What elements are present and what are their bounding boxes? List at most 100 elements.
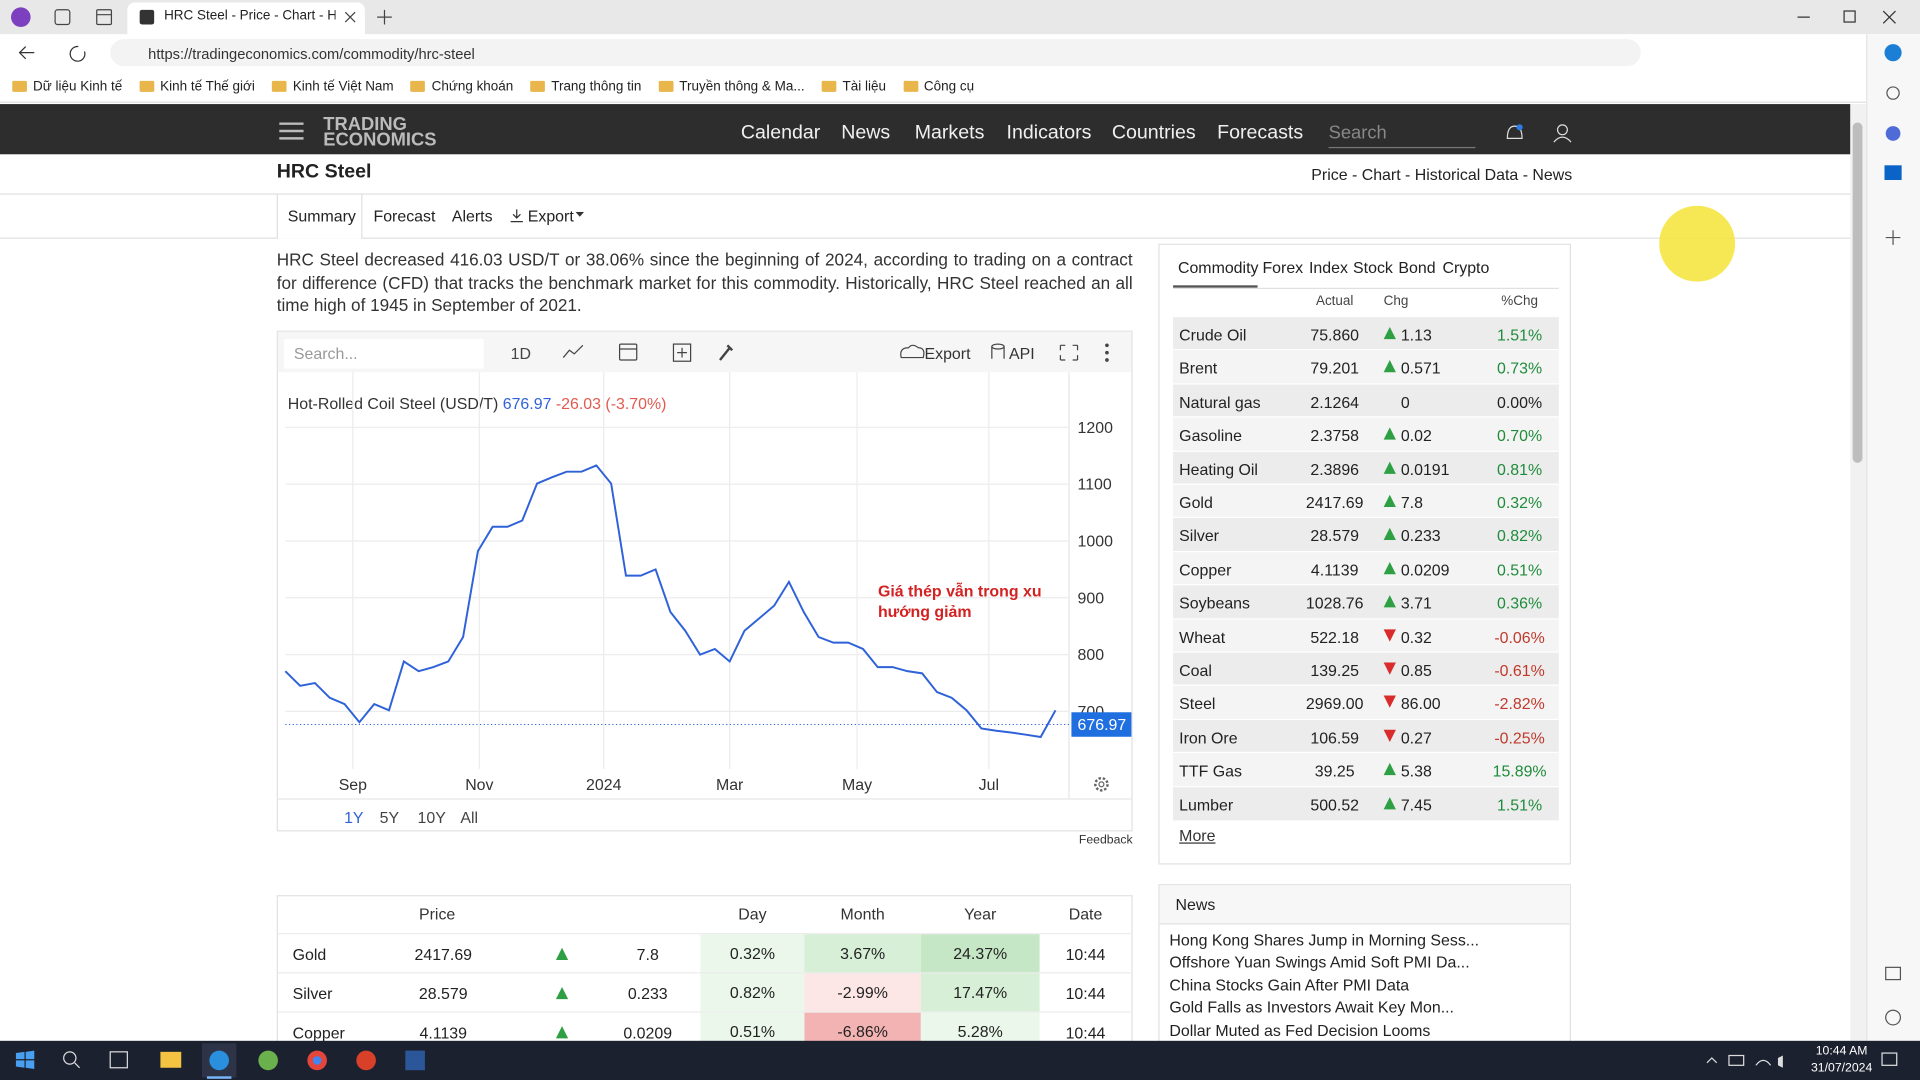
toolbar-icons[interactable] — [561, 340, 1124, 364]
percent-change: 1.51% — [1497, 325, 1543, 345]
commodity-name: Wheat — [1179, 627, 1226, 647]
name-cell: Copper — [292, 1023, 345, 1043]
bookmark[interactable]: Truyền thông & Ma... — [658, 79, 805, 94]
market-tab[interactable]: Commodity — [1177, 258, 1259, 277]
commodity-row[interactable]: Natural gas 2.1264 0 0.00% — [1173, 383, 1559, 418]
sidebar-icons[interactable] — [1881, 42, 1905, 1034]
column-header: Day — [738, 904, 767, 924]
market-tab[interactable]: Forex — [1262, 258, 1304, 277]
market-tab[interactable]: Crypto — [1442, 258, 1490, 277]
chart-search[interactable]: Search... — [284, 339, 484, 369]
tray-icons[interactable] — [1702, 1051, 1800, 1071]
commodity-name: Lumber — [1179, 795, 1234, 814]
y-tick-label: 1000 — [1078, 533, 1114, 550]
clock[interactable]: 10:44 AM 31/07/2024 — [1805, 1044, 1878, 1075]
site-search[interactable]: Search — [1328, 122, 1476, 149]
page-tab[interactable]: Summary — [287, 206, 356, 226]
price-row[interactable]: Gold 2417.69 7.8 0.32% 3.67% 24.37% 10:44 — [277, 933, 1133, 974]
direction-arrow — [555, 986, 569, 1000]
nav-link[interactable]: Markets — [914, 122, 985, 144]
bookmark[interactable]: Tài liệu — [821, 78, 886, 94]
commodity-row[interactable]: Steel 2969.00 86.00 -2.82% — [1173, 684, 1559, 720]
feedback[interactable]: Feedback — [1078, 833, 1133, 848]
news-item[interactable]: Gold Falls as Investors Await Key Mon... — [1169, 998, 1454, 1017]
commodity-row[interactable]: Copper 4.1139 0.0209 0.51% — [1173, 550, 1559, 586]
commodity-row[interactable]: Gasoline 2.3758 0.02 0.70% — [1173, 416, 1559, 452]
menu-icon[interactable] — [279, 121, 304, 141]
bookmark[interactable]: Trang thông tin — [530, 79, 641, 94]
range-button[interactable]: 10Y — [417, 808, 446, 827]
nav-link[interactable]: Indicators — [1006, 122, 1092, 144]
nav-link[interactable]: Countries — [1111, 122, 1196, 144]
price-row[interactable]: Silver 28.579 0.233 0.82% -2.99% 17.47% 10:44 — [277, 972, 1133, 1013]
chart-api[interactable]: API — [1008, 344, 1035, 363]
x-tick-label: May — [842, 777, 872, 794]
notifications[interactable] — [1880, 1051, 1900, 1071]
tab-controls[interactable] — [343, 9, 735, 27]
commodity-row[interactable]: Crude Oil 75.860 1.13 1.51% — [1173, 315, 1559, 351]
news-item[interactable]: Offshore Yuan Swings Amid Soft PMI Da... — [1169, 953, 1470, 972]
percent-change: -0.61% — [1494, 661, 1545, 680]
range-button[interactable]: 1Y — [344, 808, 364, 827]
folder-icon — [139, 80, 155, 92]
percent-change: 0.82% — [1497, 527, 1543, 546]
market-tab[interactable]: Index — [1308, 258, 1348, 277]
commodity-row[interactable]: Heating Oil 2.3896 0.0191 0.81% — [1173, 450, 1559, 485]
close-window[interactable] — [1880, 7, 1900, 27]
page-tab[interactable]: Alerts — [451, 206, 493, 226]
window-controls[interactable] — [1788, 7, 1866, 27]
date-cell: 10:44 — [1065, 984, 1106, 1003]
range-button[interactable]: All — [460, 808, 479, 827]
taskbar-apps[interactable] — [0, 1041, 441, 1080]
commodity-row[interactable]: Soybeans 1028.76 3.71 0.36% — [1173, 584, 1559, 620]
name-cell: Gold — [292, 945, 327, 964]
more-link[interactable]: More — [1179, 826, 1216, 845]
url[interactable]: https://tradingeconomics.com/commodity/h… — [148, 45, 475, 63]
commodity-name: Iron Ore — [1179, 728, 1238, 747]
commodity-row[interactable]: Wheat 522.18 0.32 -0.06% — [1173, 617, 1559, 653]
market-tab[interactable]: Bond — [1398, 258, 1436, 277]
interval[interactable]: 1D — [510, 344, 531, 363]
percent-change: 0.36% — [1497, 594, 1543, 613]
page-tab[interactable]: Export — [527, 206, 574, 226]
commodity-row[interactable]: Coal 139.25 0.85 -0.61% — [1173, 651, 1559, 687]
chart-export[interactable]: Export — [924, 344, 971, 363]
bookmark[interactable]: Kinh tế Thế giới — [139, 79, 255, 94]
url-box[interactable] — [110, 39, 1641, 67]
commodity-row[interactable]: Iron Ore 106.59 0.27 -0.25% — [1173, 718, 1559, 754]
range-button[interactable]: 5Y — [379, 808, 400, 827]
chart-settings[interactable] — [1092, 775, 1110, 793]
actual: 79.201 — [1310, 359, 1360, 378]
breadcrumb[interactable]: Price - Chart - Historical Data - News — [1311, 165, 1573, 184]
commodity-row[interactable]: Brent 79.201 0.571 0.73% — [1173, 349, 1559, 385]
commodity-row[interactable]: TTF Gas 39.25 5.38 15.89% — [1173, 752, 1559, 787]
nav-icons[interactable] — [1502, 122, 1575, 144]
news-item[interactable]: Hong Kong Shares Jump in Morning Sess... — [1169, 930, 1480, 949]
bookmark[interactable]: Kinh tế Việt Nam — [272, 79, 394, 94]
logo[interactable]: TRADING ECONOMICS — [323, 113, 436, 149]
nav-link[interactable]: News — [841, 122, 891, 144]
bookmark[interactable]: Chứng khoán — [410, 79, 513, 94]
percent-change: 0.70% — [1497, 426, 1543, 445]
nav-link[interactable]: Calendar — [740, 122, 821, 144]
market-tab[interactable]: Stock — [1353, 258, 1393, 277]
bookmark-label: Tài liệu — [842, 78, 886, 94]
nav-buttons[interactable] — [15, 42, 101, 64]
actual: 4.1139 — [1310, 560, 1359, 579]
nav-link[interactable]: Forecasts — [1217, 122, 1304, 144]
news-item[interactable]: China Stocks Gain After PMI Data — [1169, 975, 1410, 995]
percent-change: 0.73% — [1497, 359, 1543, 378]
scroll-thumb[interactable] — [1852, 122, 1863, 463]
change: 3.71 — [1400, 594, 1432, 613]
commodity-row[interactable]: Silver 28.579 0.233 0.82% — [1173, 517, 1559, 552]
logo-top: TRADING — [323, 113, 407, 135]
bookmark[interactable]: Dữ liệu Kinh tế — [12, 79, 122, 94]
news-item[interactable]: Dollar Muted as Fed Decision Looms — [1169, 1020, 1431, 1040]
percent-change: 0.00% — [1497, 392, 1543, 412]
commodity-row[interactable]: Gold 2417.69 7.8 0.32% — [1173, 483, 1559, 519]
commodity-row[interactable]: Lumber 500.52 7.45 1.51% — [1173, 785, 1559, 821]
percent-change: 1.51% — [1497, 795, 1543, 814]
active-tab[interactable] — [127, 2, 365, 35]
page-tab[interactable]: Forecast — [373, 206, 436, 226]
bookmark[interactable]: Công cụ — [903, 79, 974, 94]
